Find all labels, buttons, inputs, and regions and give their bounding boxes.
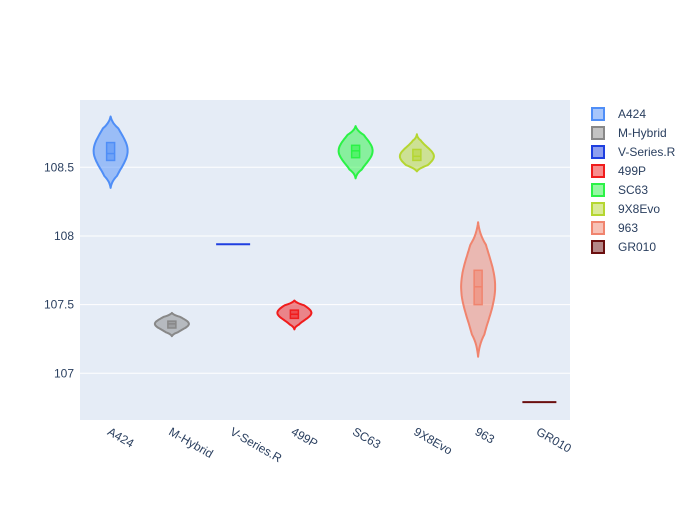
x-tick-label: V-Series.R [228,424,285,465]
x-tick-label: 963 [473,424,498,446]
legend-item: 9X8Evo [591,202,660,216]
legend-swatch [591,240,605,254]
legend-label: 499P [618,164,646,178]
legend-label: SC63 [618,183,648,197]
violin-a424 [92,115,129,189]
legend-item: GR010 [591,240,656,254]
x-tick-label: A424 [105,424,137,450]
x-tick-label: 9X8Evo [411,424,455,457]
y-tick-label: 108 [54,229,74,243]
legend-swatch [591,202,605,216]
violin-box [412,148,422,162]
x-tick-label: GR010 [534,424,574,455]
violin-9x8evo [398,133,435,173]
violin-963 [460,221,497,358]
legend-label: A424 [618,107,646,121]
plot-background [80,100,570,420]
x-tick-label: SC63 [350,424,383,451]
legend-swatch [591,107,605,121]
legend-label: 9X8Evo [618,202,660,216]
legend-item: SC63 [591,183,648,197]
legend-swatch [591,183,605,197]
y-tick-label: 108.5 [44,160,74,174]
violin-sc63 [337,125,374,180]
legend-item: M-Hybrid [591,126,667,140]
legend-label: M-Hybrid [618,126,667,140]
y-tick-label: 107 [54,366,74,380]
legend-swatch [591,221,605,235]
x-tick-label: M-Hybrid [166,424,215,460]
legend-item: 963 [591,221,638,235]
x-tick-label: 499P [289,424,320,450]
legend-item: A424 [591,107,646,121]
legend-item: 499P [591,164,646,178]
legend-label: V-Series.R [618,145,676,159]
legend-item: V-Series.R [591,145,676,159]
legend-swatch [591,126,605,140]
legend-swatch [591,164,605,178]
legend-label: 963 [618,221,638,235]
legend-label: GR010 [618,240,656,254]
violin-box [105,141,116,162]
legend-swatch [591,145,605,159]
violin-499p [276,299,313,331]
violin-m-hybrid [153,311,190,338]
y-tick-label: 107.5 [44,298,74,312]
